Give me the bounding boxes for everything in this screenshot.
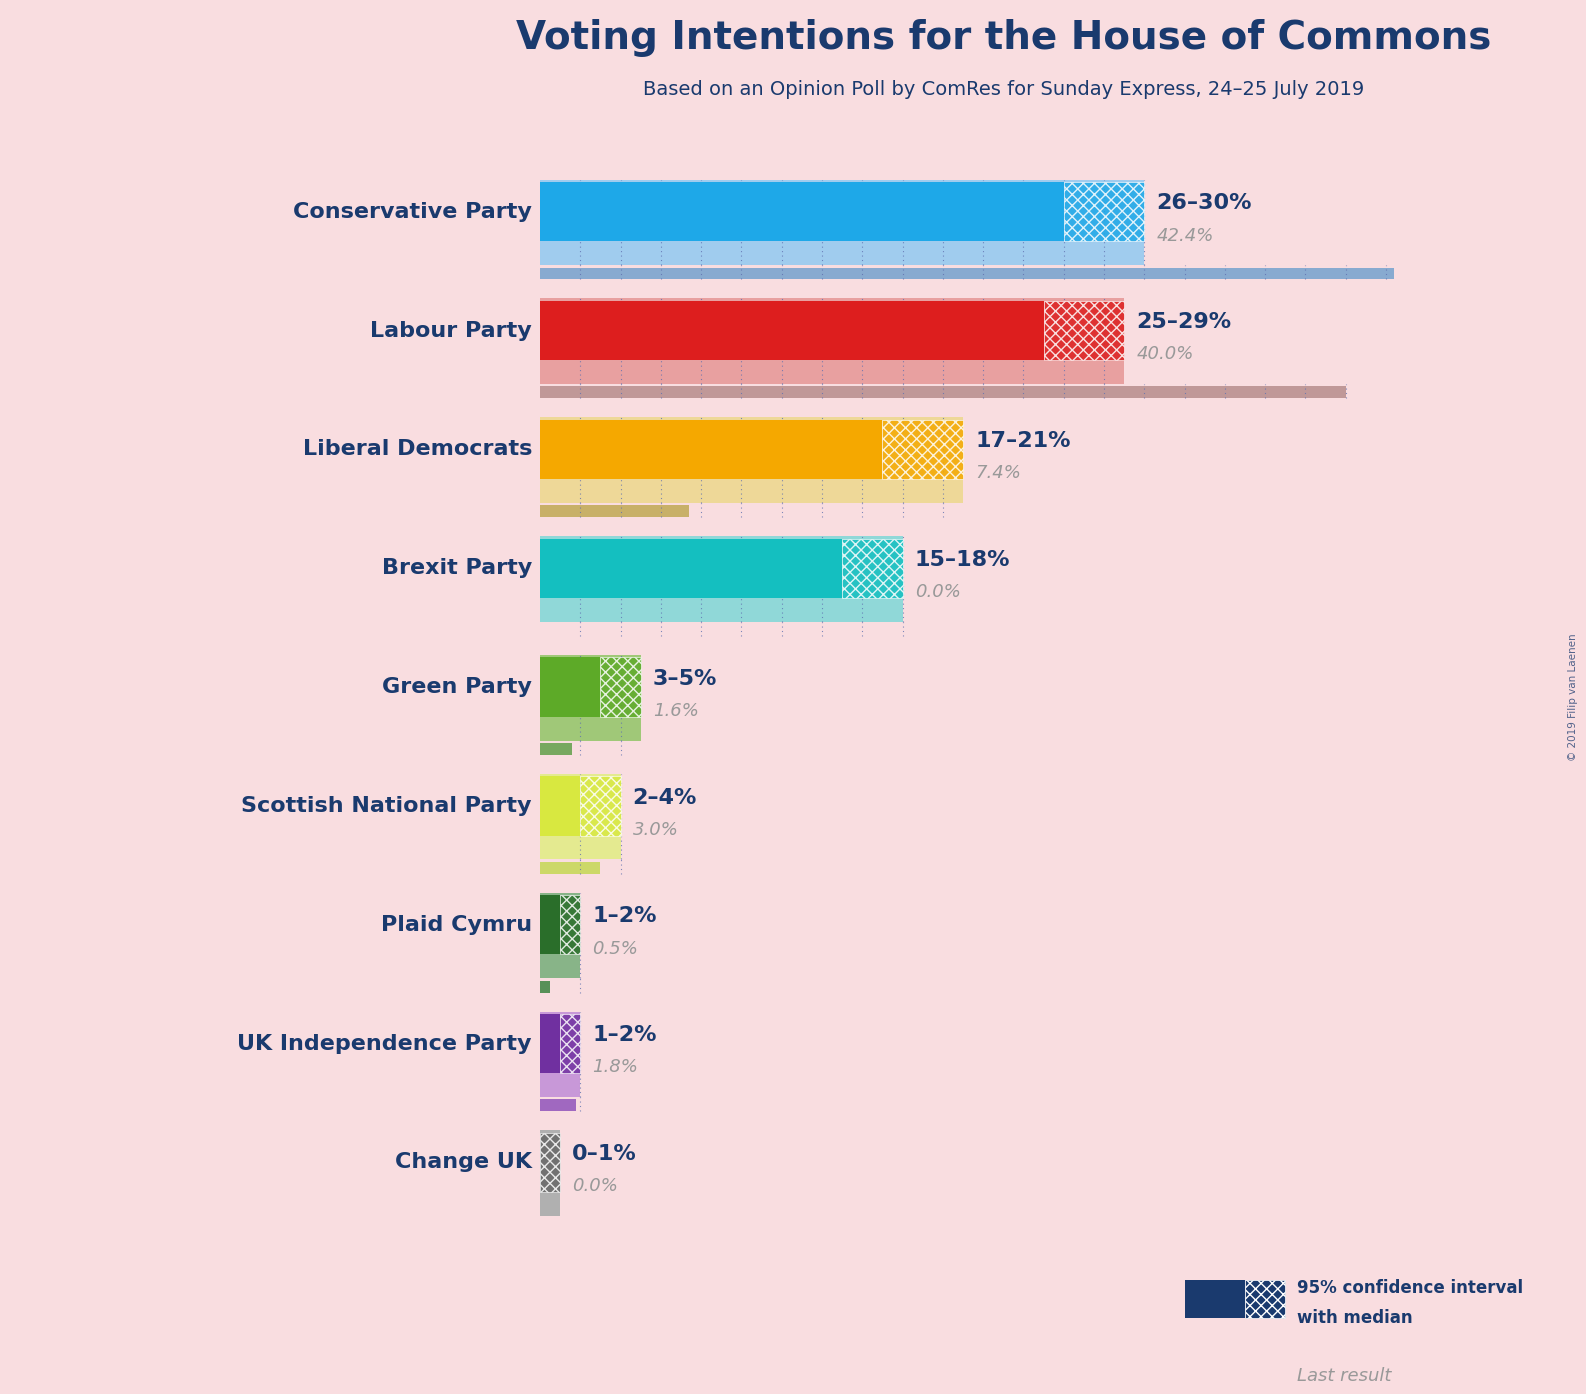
Bar bbox=[1185, 1368, 1285, 1386]
Bar bbox=[539, 420, 882, 480]
Text: Last result: Last result bbox=[1297, 1368, 1393, 1386]
Text: 17–21%: 17–21% bbox=[975, 431, 1071, 452]
Bar bbox=[539, 655, 641, 740]
Bar bbox=[539, 1133, 560, 1192]
Text: 1.6%: 1.6% bbox=[653, 701, 699, 719]
Bar bbox=[539, 268, 1394, 279]
Text: Brexit Party: Brexit Party bbox=[382, 558, 531, 579]
Bar bbox=[539, 658, 601, 717]
Bar bbox=[539, 774, 620, 860]
Bar bbox=[539, 1131, 560, 1216]
Bar bbox=[539, 386, 1347, 399]
Bar bbox=[1044, 301, 1124, 360]
Bar bbox=[882, 420, 963, 480]
Bar bbox=[1064, 183, 1145, 241]
Bar bbox=[539, 298, 1124, 385]
Text: 1.8%: 1.8% bbox=[593, 1058, 638, 1076]
Bar bbox=[539, 892, 580, 979]
Bar bbox=[1185, 1280, 1245, 1319]
Text: Liberal Democrats: Liberal Democrats bbox=[303, 439, 531, 460]
Bar bbox=[539, 776, 580, 835]
Text: 1–2%: 1–2% bbox=[593, 906, 657, 927]
Text: 7.4%: 7.4% bbox=[975, 464, 1021, 482]
Bar bbox=[539, 417, 963, 503]
Text: 26–30%: 26–30% bbox=[1156, 194, 1251, 213]
Text: 42.4%: 42.4% bbox=[1156, 226, 1213, 244]
Text: Based on an Opinion Poll by ComRes for Sunday Express, 24–25 July 2019: Based on an Opinion Poll by ComRes for S… bbox=[642, 79, 1364, 99]
Bar bbox=[539, 895, 560, 955]
Text: 0.0%: 0.0% bbox=[915, 583, 961, 601]
Bar bbox=[539, 1100, 576, 1111]
Bar bbox=[539, 183, 1064, 241]
Text: 15–18%: 15–18% bbox=[915, 551, 1010, 570]
Text: 3–5%: 3–5% bbox=[653, 669, 717, 689]
Text: Change UK: Change UK bbox=[395, 1153, 531, 1172]
Bar bbox=[1245, 1280, 1285, 1319]
Bar bbox=[539, 538, 842, 598]
Bar bbox=[560, 895, 580, 955]
Text: Conservative Party: Conservative Party bbox=[293, 202, 531, 222]
Bar bbox=[539, 743, 573, 754]
Bar bbox=[560, 1013, 580, 1073]
Bar bbox=[539, 1013, 560, 1073]
Bar bbox=[539, 861, 601, 874]
Text: 25–29%: 25–29% bbox=[1136, 312, 1231, 332]
Text: Green Party: Green Party bbox=[382, 677, 531, 697]
Text: 95% confidence interval: 95% confidence interval bbox=[1297, 1280, 1524, 1298]
Bar bbox=[601, 658, 641, 717]
Text: 0.0%: 0.0% bbox=[573, 1178, 619, 1195]
Text: 0.5%: 0.5% bbox=[593, 940, 638, 958]
Text: 3.0%: 3.0% bbox=[633, 821, 679, 839]
Text: 40.0%: 40.0% bbox=[1136, 346, 1194, 364]
Text: Labour Party: Labour Party bbox=[370, 321, 531, 340]
Text: 0–1%: 0–1% bbox=[573, 1144, 638, 1164]
Text: 1–2%: 1–2% bbox=[593, 1026, 657, 1046]
Bar bbox=[539, 505, 688, 517]
Bar bbox=[539, 1012, 580, 1097]
Text: Scottish National Party: Scottish National Party bbox=[241, 796, 531, 815]
Bar bbox=[539, 180, 1145, 265]
Bar bbox=[539, 537, 902, 622]
Text: 2–4%: 2–4% bbox=[633, 788, 698, 807]
Text: UK Independence Party: UK Independence Party bbox=[238, 1033, 531, 1054]
Bar bbox=[539, 301, 1044, 360]
Text: © 2019 Filip van Laenen: © 2019 Filip van Laenen bbox=[1569, 633, 1578, 761]
Bar bbox=[539, 980, 550, 993]
Text: Plaid Cymru: Plaid Cymru bbox=[381, 914, 531, 935]
Bar bbox=[580, 776, 620, 835]
Text: Voting Intentions for the House of Commons: Voting Intentions for the House of Commo… bbox=[515, 20, 1491, 57]
Text: with median: with median bbox=[1297, 1309, 1413, 1327]
Bar bbox=[842, 538, 902, 598]
